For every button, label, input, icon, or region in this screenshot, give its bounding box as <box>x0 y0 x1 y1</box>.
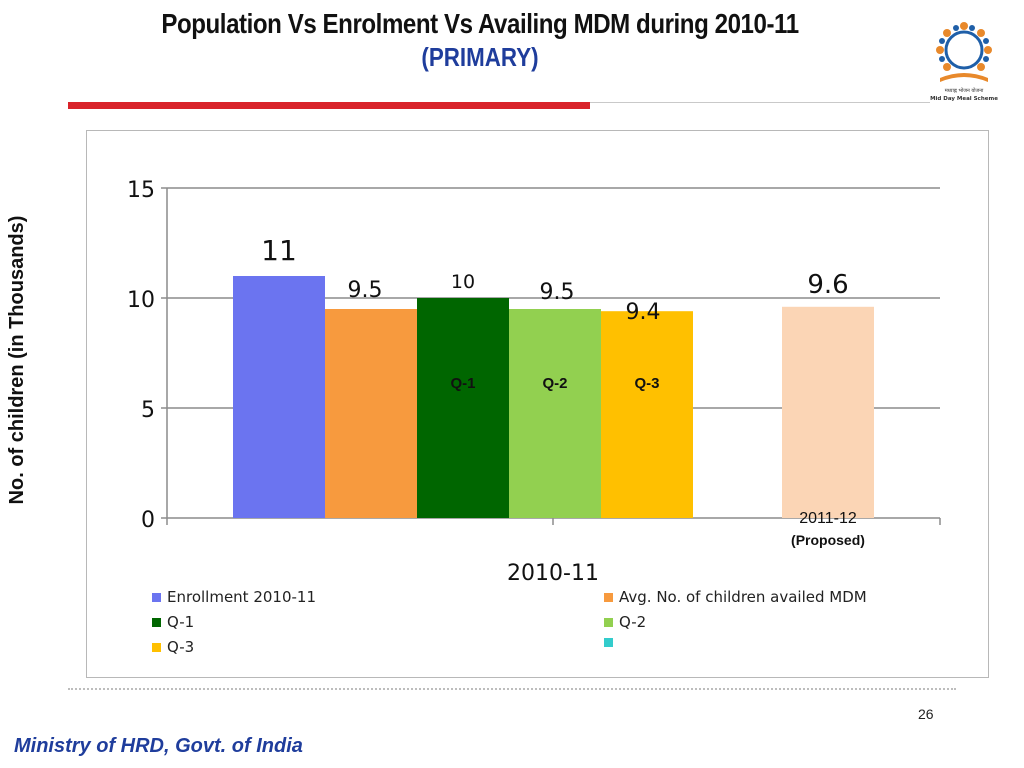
legend-label: Q-3 <box>167 638 195 656</box>
title-underline-red <box>68 102 590 109</box>
page-number: 26 <box>918 706 934 722</box>
legend-label: Avg. No. of children availed MDM <box>619 588 867 606</box>
svg-text:Mid Day Meal Scheme: Mid Day Meal Scheme <box>930 96 998 102</box>
legend-swatch <box>604 617 613 627</box>
bar-value-label: 9.6 <box>807 270 848 300</box>
bar-value-label: 11 <box>261 234 297 267</box>
bar <box>325 309 417 518</box>
y-tick-label: 10 <box>127 288 155 313</box>
legend-swatch <box>604 592 613 602</box>
legend-swatch <box>152 617 161 627</box>
legend-swatch <box>152 642 161 652</box>
chart-frame: 0 5 10 15 11 9.5 10 Q-1 9.5 Q-2 9.4 Q-3 9.6 2010-11 20… <box>86 130 989 678</box>
legend-swatch <box>604 638 613 647</box>
bar <box>782 306 874 518</box>
bar <box>233 276 325 518</box>
x-category-label: 2010-11 <box>507 561 599 586</box>
svg-text:मध्याह्न भोजन योजना: मध्याह्न भोजन योजना <box>945 87 984 94</box>
legend-item: Q-3 <box>152 638 194 656</box>
x-category-sublabel: (Proposed) <box>791 532 865 548</box>
y-tick-label: 0 <box>141 508 155 533</box>
bar-inner-label: Q-2 <box>542 375 567 392</box>
legend-item: Enrollment 2010-11 <box>152 588 316 606</box>
bar <box>509 309 601 518</box>
y-tick-label: 5 <box>141 398 155 423</box>
legend-swatch <box>152 592 161 602</box>
bar <box>417 298 509 518</box>
slide-subtitle: (PRIMARY) <box>421 42 539 72</box>
legend-item: Q-1 <box>152 613 194 631</box>
legend-label: Q-2 <box>619 613 647 631</box>
legend-item <box>604 638 619 647</box>
bar-inner-label: Q-1 <box>450 375 475 392</box>
legend-item: Q-2 <box>604 613 646 631</box>
slide-title-text: Population Vs Enrolment Vs Availing MDM … <box>161 8 799 39</box>
mid-day-meal-logo-icon: मध्याह्न भोजन योजना Mid Day Meal Scheme <box>930 22 998 102</box>
bar-value-label: 9.5 <box>540 280 575 305</box>
footer-divider <box>68 688 956 690</box>
title-underline-gray <box>590 102 930 103</box>
bar <box>601 311 693 518</box>
bar-value-label: 9.5 <box>348 278 383 303</box>
ministry-footer: Ministry of HRD, Govt. of India <box>14 735 303 757</box>
legend-item: Avg. No. of children availed MDM <box>604 588 867 606</box>
y-tick-label: 15 <box>127 178 155 203</box>
bar-inner-label: Q-3 <box>634 375 659 392</box>
slide-title: Population Vs Enrolment Vs Availing MDM … <box>40 8 920 73</box>
bar-value-label: 10 <box>451 271 475 293</box>
x-category-label: 2011-12 <box>799 510 857 527</box>
legend-label: Enrollment 2010-11 <box>167 588 317 606</box>
bar-value-label: 9.4 <box>626 300 661 325</box>
legend-label: Q-1 <box>167 613 195 631</box>
bar-chart: 0 5 10 15 11 9.5 10 Q-1 9.5 Q-2 9.4 Q-3 9.6 2010-11 20… <box>127 178 941 586</box>
y-axis-label: No. of children (in Thousands) <box>6 215 28 505</box>
